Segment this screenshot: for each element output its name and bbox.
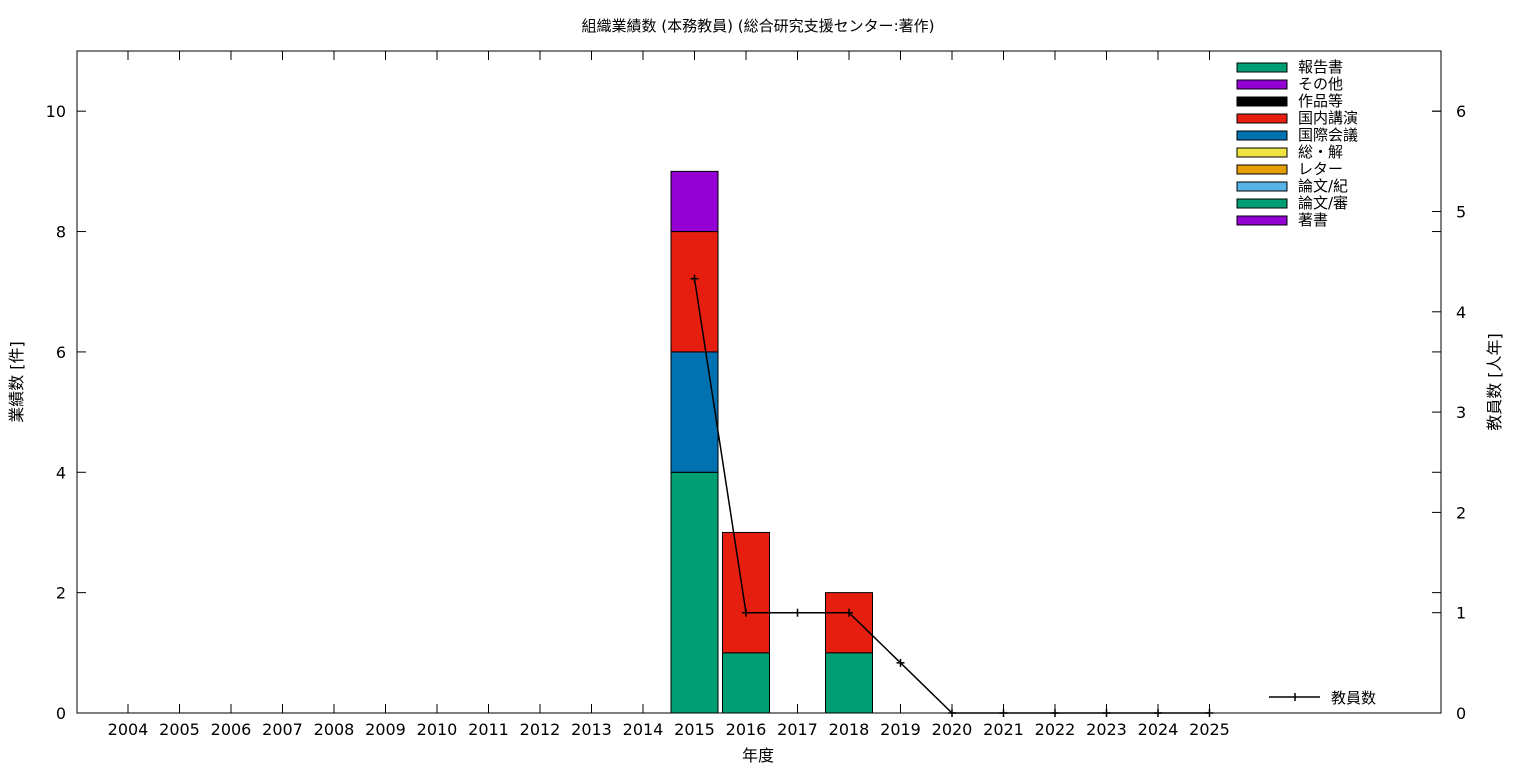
- legend-label: その他: [1298, 75, 1343, 93]
- bar-segment: [670, 471, 719, 714]
- line-point-marker: [742, 608, 750, 617]
- x-tick-label: 2024: [1138, 720, 1179, 739]
- line-point-marker: [896, 658, 905, 667]
- legend-swatch: [1236, 147, 1288, 158]
- line-point-marker: [690, 274, 699, 283]
- x-tick-label: 2023: [1086, 720, 1127, 739]
- x-tick-label: 2025: [1189, 720, 1230, 739]
- x-tick-label: 2010: [417, 720, 458, 739]
- legend-label: 作品等: [1298, 92, 1343, 110]
- legend-swatch: [1236, 164, 1288, 175]
- legend-swatch: [1236, 113, 1288, 124]
- bar-segment: [670, 351, 719, 473]
- line-point-marker: [793, 608, 802, 617]
- legend-swatch: [1236, 96, 1288, 107]
- bar-segment: [670, 170, 719, 233]
- x-tick-label: 2005: [159, 720, 200, 739]
- y-tick-label: 0: [56, 704, 66, 723]
- legend-swatch: [1236, 79, 1288, 90]
- bar-segment: [670, 231, 719, 353]
- y-tick-label: 4: [56, 463, 66, 482]
- line-point-marker: [1102, 709, 1111, 717]
- legend-swatch: [1236, 181, 1288, 192]
- legend-swatch: [1236, 62, 1288, 73]
- x-tick-label: 2016: [726, 720, 767, 739]
- x-tick-label: 2006: [211, 720, 252, 739]
- legend-label: レター: [1298, 160, 1343, 178]
- bars-group: [670, 170, 873, 714]
- y-tick-label: 2: [56, 584, 66, 603]
- legend-label: 報告書: [1298, 58, 1343, 76]
- legend-label: 論文/審: [1298, 194, 1348, 212]
- legend-label: 総・解: [1298, 143, 1343, 161]
- line-series-group: [690, 274, 1214, 717]
- y2-tick-label: 2: [1456, 503, 1466, 522]
- y2-tick-label: 1: [1456, 604, 1466, 623]
- legend-label: 論文/紀: [1298, 177, 1348, 195]
- x-tick-label: 2011: [468, 720, 509, 739]
- x-tick-label: 2019: [880, 720, 921, 739]
- line-point-marker: [1205, 709, 1214, 717]
- line-point-marker: [999, 709, 1008, 717]
- axis-tick-labels: 0 2 4 6 8 10 0 1 2 3 4 5 6 2004 2005 2006 2007 2008 2009 20…: [46, 102, 1467, 739]
- x-tick-label: 2009: [365, 720, 406, 739]
- x-tick-label: 2015: [674, 720, 715, 739]
- y-tick-label: 10: [46, 102, 66, 121]
- y-tick-label: 6: [56, 343, 66, 362]
- y2-tick-label: 4: [1456, 303, 1466, 322]
- line-series-path: [693, 278, 1210, 714]
- x-tick-label: 2018: [829, 720, 870, 739]
- x-tick-label: 2017: [777, 720, 818, 739]
- line-point-marker: [845, 608, 853, 617]
- x-axis-label: 年度: [742, 746, 774, 765]
- line-legend-label: 教員数: [1331, 689, 1376, 707]
- axis-ticks: [77, 51, 1441, 714]
- bar-segment: [722, 531, 770, 654]
- line-point-marker: [948, 709, 956, 717]
- bar-segment: [722, 652, 770, 714]
- x-tick-label: 2004: [108, 720, 149, 739]
- bar-segment: [825, 652, 873, 714]
- legend-label: 国際会議: [1298, 126, 1358, 144]
- x-tick-label: 2022: [1035, 720, 1076, 739]
- x-tick-label: 2021: [983, 720, 1024, 739]
- y2-tick-label: 5: [1456, 202, 1466, 221]
- chart-title: 組織業績数 (本務教員) (総合研究支援センター:著作): [581, 17, 934, 35]
- y2-tick-label: 6: [1456, 102, 1466, 121]
- y2-tick-label: 3: [1456, 403, 1466, 422]
- x-tick-label: 2013: [571, 720, 612, 739]
- line-point-marker: [1154, 709, 1162, 717]
- y2-axis-label: 教員数 [人年]: [1485, 333, 1504, 431]
- legend-label: 著書: [1298, 211, 1328, 229]
- legend-swatch: [1236, 215, 1288, 226]
- line-point-marker: [1051, 709, 1059, 717]
- y-axis-label: 業績数 [件]: [7, 341, 26, 423]
- y-tick-label: 8: [56, 223, 66, 242]
- legend-swatch: [1236, 130, 1288, 141]
- x-tick-label: 2014: [623, 720, 664, 739]
- legend-label: 国内講演: [1298, 109, 1358, 127]
- y2-tick-label: 0: [1456, 704, 1466, 723]
- line-legend: 教員数: [1269, 689, 1376, 707]
- x-tick-label: 2008: [314, 720, 355, 739]
- x-tick-label: 2020: [932, 720, 973, 739]
- x-tick-label: 2007: [262, 720, 303, 739]
- x-tick-label: 2012: [520, 720, 561, 739]
- legend-swatch: [1236, 198, 1288, 209]
- bar-segment: [825, 592, 873, 654]
